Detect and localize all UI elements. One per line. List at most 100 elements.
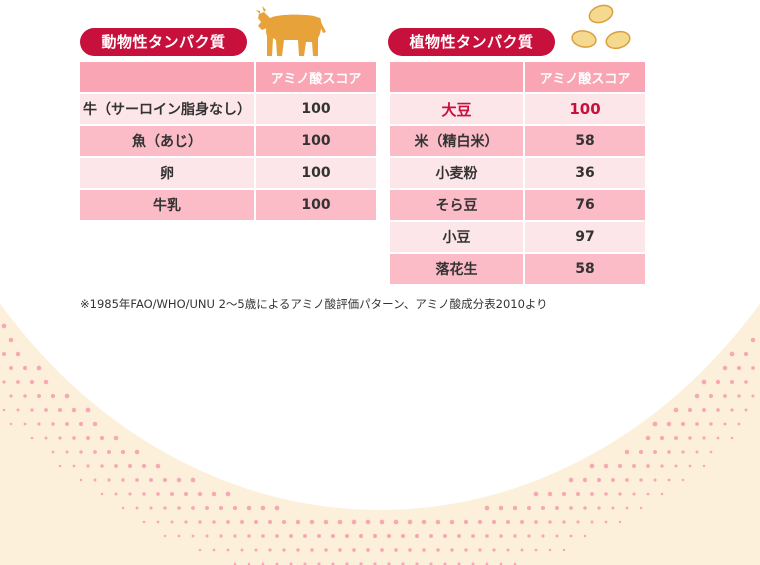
decor-dot	[211, 491, 217, 497]
table-header-row: アミノ酸スコア	[390, 62, 645, 94]
table-row: 小麦粉 36	[390, 158, 645, 190]
decor-dot	[176, 477, 182, 483]
decor-dot	[604, 492, 608, 496]
table-row: 卵 100	[80, 158, 376, 190]
decor-dot	[653, 450, 657, 454]
decor-dot	[177, 534, 181, 538]
decor-dot	[79, 450, 83, 454]
decor-dot	[674, 464, 678, 468]
decor-dot	[485, 534, 489, 538]
decor-dot	[379, 519, 385, 525]
food-name: 小麦粉	[390, 158, 525, 190]
decor-dot	[408, 548, 412, 552]
decor-dot	[618, 492, 622, 496]
decor-dot	[562, 548, 566, 552]
amino-score: 100	[256, 158, 376, 190]
source-footnote: ※1985年FAO/WHO/UNU 2～5歳によるアミノ酸評価パターン、アミノ酸…	[80, 297, 548, 311]
decor-dot	[723, 422, 727, 426]
decor-dot	[121, 478, 125, 482]
decor-dot	[240, 520, 244, 524]
decor-dot	[296, 548, 300, 552]
decor-dot	[555, 506, 559, 510]
decor-dot	[617, 463, 623, 469]
header-score-cell: アミノ酸スコア	[256, 62, 376, 94]
decor-dot	[9, 394, 13, 398]
decor-dot	[100, 492, 104, 496]
decor-dot	[365, 519, 371, 525]
decor-dot	[414, 533, 420, 539]
decor-dot	[65, 422, 69, 426]
decor-dot	[121, 506, 125, 510]
decor-dot	[688, 436, 692, 440]
decor-dot	[156, 492, 160, 496]
decor-dot	[702, 408, 706, 412]
decor-dot	[680, 421, 686, 427]
decor-dot	[666, 421, 672, 427]
decor-dot	[65, 450, 69, 454]
decor-dot	[226, 548, 230, 552]
decor-dot	[240, 548, 244, 552]
decor-dot	[99, 435, 105, 441]
decor-dot	[212, 548, 216, 552]
decor-dot	[716, 436, 720, 440]
decor-dot	[709, 450, 713, 454]
food-name: 牛乳	[80, 190, 256, 222]
decor-dot	[422, 548, 426, 552]
decor-dot	[170, 520, 174, 524]
decor-dot	[260, 505, 266, 511]
decor-dot	[50, 393, 56, 399]
decor-dot	[702, 464, 706, 468]
decor-dot	[625, 478, 629, 482]
decor-dot	[709, 422, 713, 426]
decor-dot	[407, 519, 413, 525]
decor-dot	[261, 534, 265, 538]
decor-dot	[15, 351, 21, 357]
decor-dot	[401, 562, 405, 565]
decor-dot	[44, 436, 48, 440]
decor-dot	[86, 464, 90, 468]
decor-dot	[547, 491, 553, 497]
decor-dot	[380, 548, 384, 552]
decor-dot	[568, 477, 574, 483]
decor-dot	[632, 464, 636, 468]
decor-dot	[737, 422, 741, 426]
decor-dot	[421, 519, 427, 525]
decor-dot	[659, 435, 665, 441]
decor-dot	[751, 366, 755, 370]
decor-dot	[351, 519, 357, 525]
decor-dot	[23, 394, 27, 398]
food-name: 落花生	[390, 254, 525, 286]
beans-icon	[571, 4, 631, 50]
decor-dot	[723, 394, 727, 398]
decor-dot	[127, 463, 133, 469]
table-row: 魚（あじ） 100	[80, 126, 376, 158]
decor-dot	[457, 562, 461, 565]
decor-dot	[177, 506, 181, 510]
decor-dot	[232, 505, 238, 511]
decor-dot	[71, 407, 77, 413]
decor-dot	[540, 505, 546, 511]
decor-dot	[624, 449, 630, 455]
decor-dot	[575, 491, 581, 497]
decor-dot	[618, 520, 622, 524]
decor-dot	[520, 520, 524, 524]
decor-dot	[310, 548, 314, 552]
decor-dot	[218, 505, 224, 511]
food-name: 牛（サーロイン脂身なし）	[80, 94, 256, 126]
decor-dot	[639, 478, 643, 482]
decor-dot	[57, 407, 63, 413]
decor-dot	[750, 337, 756, 343]
decor-dot	[730, 436, 734, 440]
decor-dot	[247, 562, 251, 565]
decor-dot	[638, 449, 644, 455]
decor-dot	[583, 506, 587, 510]
animal-protein-title: 動物性タンパク質	[80, 28, 247, 56]
decor-dot	[499, 534, 503, 538]
amino-score: 100	[256, 126, 376, 158]
table-row-highlight: 大豆 100	[390, 94, 645, 126]
decor-dot	[611, 506, 615, 510]
decor-dot	[275, 562, 279, 565]
amino-score: 97	[525, 222, 645, 254]
decor-dot	[212, 520, 216, 524]
decor-dot	[527, 534, 531, 538]
